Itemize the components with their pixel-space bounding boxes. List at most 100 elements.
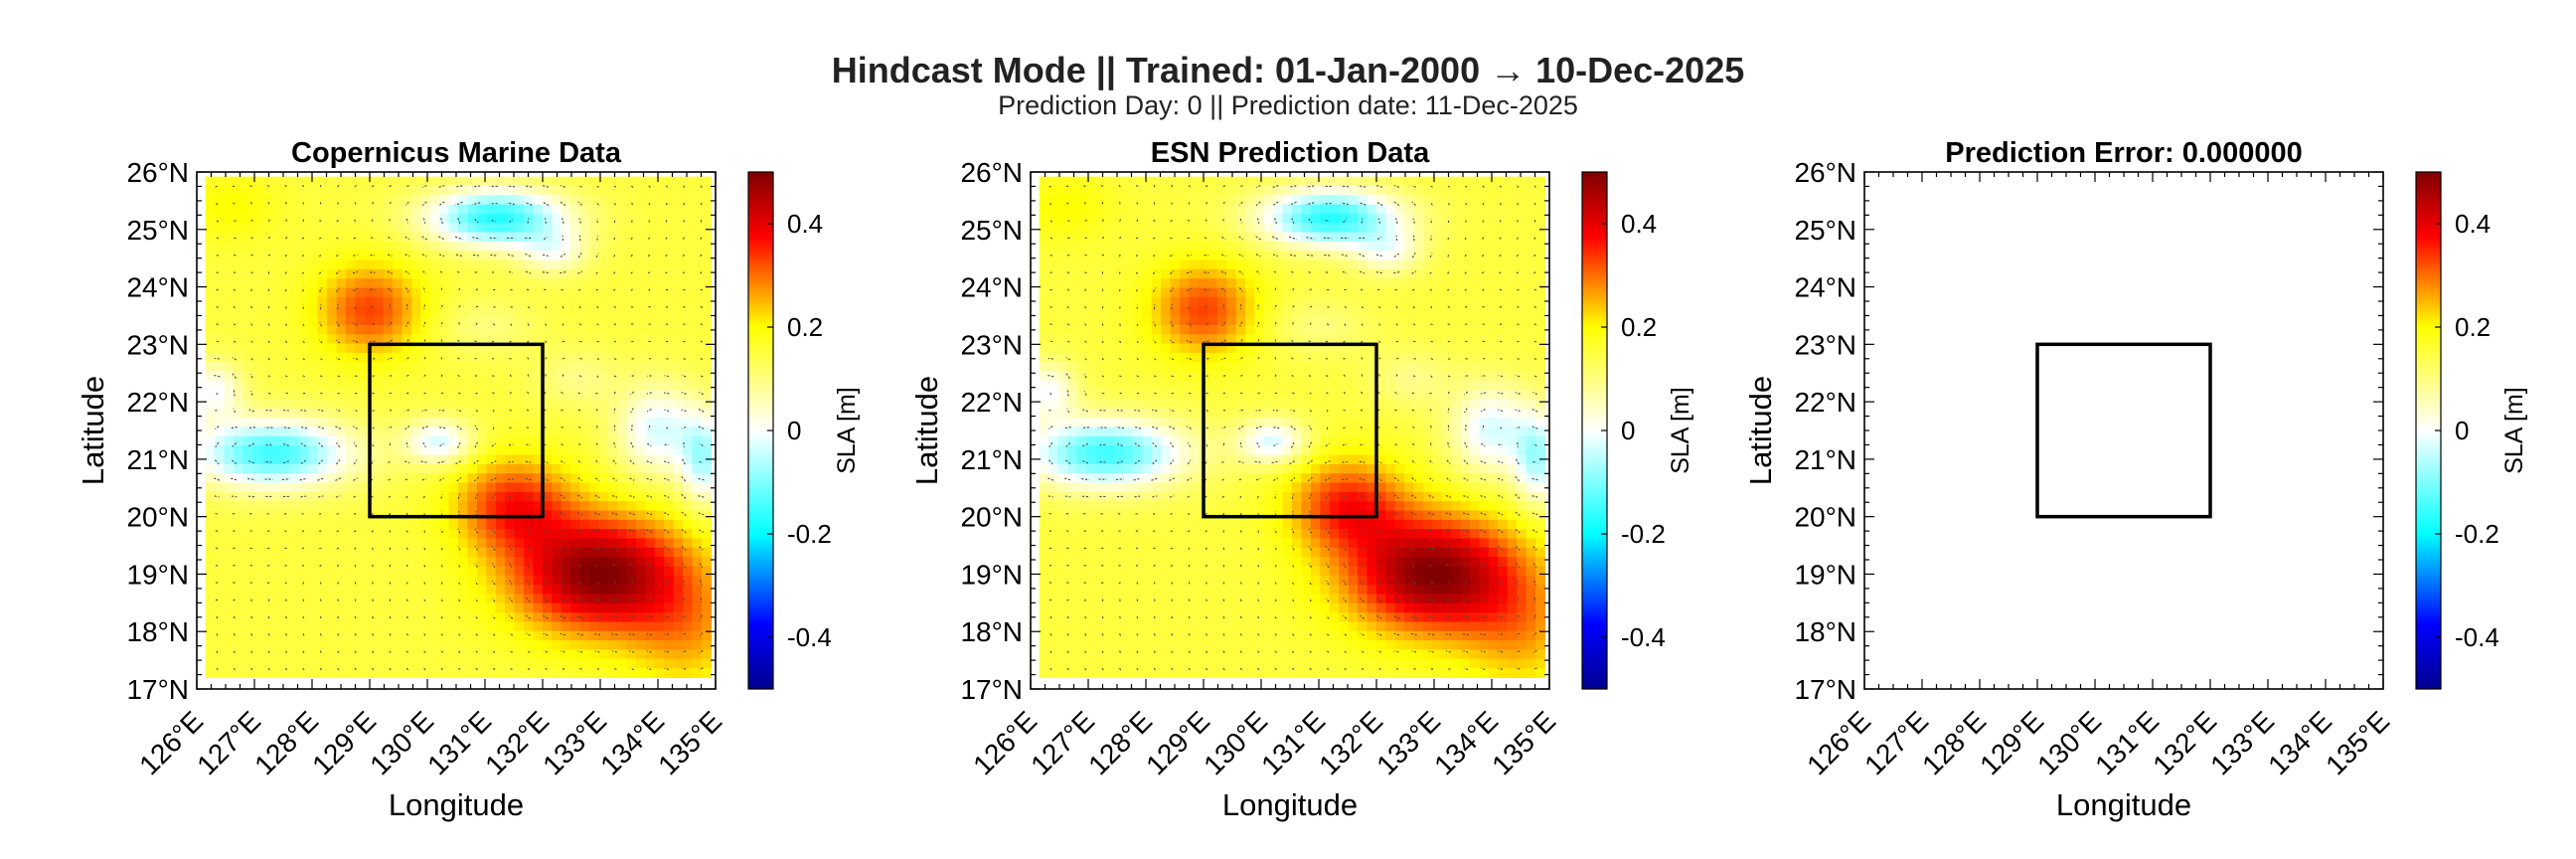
sla-cell [410,371,421,382]
sla-cell [533,232,544,243]
sla-cell [673,510,684,521]
sla-cell [1132,296,1143,307]
sla-cell [1208,408,1218,419]
sla-cell [654,445,665,456]
sla-cell [598,418,609,429]
sla-cell [1057,427,1068,437]
sla-cell [251,185,262,196]
sla-cell [701,352,712,363]
sla-cell [402,585,412,596]
current-vector [664,357,669,360]
sla-cell [393,380,403,391]
current-vector [491,271,496,274]
sla-cell [701,612,712,623]
sla-cell [486,445,497,456]
current-vector [421,236,427,241]
sla-cell [692,501,703,512]
sla-cell [289,408,300,419]
sla-cell [458,575,469,586]
current-vector [371,667,375,671]
sla-cell [1132,538,1143,549]
sla-cell [1039,630,1049,641]
sla-cell [308,557,319,568]
sla-cell [1095,529,1106,540]
current-vector [302,598,305,601]
current-vector [682,563,686,569]
sla-cell [664,278,675,289]
current-vector [509,529,514,534]
sla-cell [317,408,328,419]
sla-cell [261,529,272,540]
sla-cell [345,408,357,419]
sla-cell [1142,241,1153,252]
sla-cell [336,473,347,484]
current-vector [648,425,651,430]
sla-cell [420,602,431,613]
sla-cell [1198,306,1208,317]
sla-cell [327,176,338,187]
current-vector [474,409,479,413]
current-vector [422,494,426,499]
sla-cell [205,538,216,549]
sla-cell [420,621,431,632]
sla-cell [495,454,506,465]
sla-cell [251,371,262,382]
sla-cell [410,268,421,279]
sla-cell [402,287,412,298]
sla-cell [486,418,497,429]
sla-cell [327,427,338,437]
sla-cell [317,343,328,354]
sla-cell [308,408,319,419]
sla-cell [383,278,394,289]
sla-cell [514,668,525,679]
sla-cell [692,352,703,363]
sla-cell [1066,575,1077,586]
sla-cell [1104,408,1115,419]
sla-cell [598,519,609,530]
sla-cell [308,259,319,270]
sla-cell [533,204,544,215]
sla-cell [476,640,487,651]
sla-cell [280,213,291,224]
sla-cell [645,585,656,596]
sla-cell [1104,491,1115,502]
sla-cell [654,473,665,484]
sla-cell [420,649,431,660]
sla-cell [251,630,262,641]
sla-cell [1048,399,1059,410]
current-vector [440,494,443,499]
sla-cell [345,296,357,307]
sla-cell [1095,176,1106,187]
current-vector [354,615,357,619]
sla-cell [1132,658,1143,669]
sla-cell [1039,352,1049,363]
sla-cell [317,445,328,456]
current-vector [699,374,704,378]
sla-cell [1132,445,1143,456]
sla-cell [336,658,347,669]
sla-cell [1114,658,1125,669]
sla-cell [467,306,478,317]
sla-cell [701,491,712,502]
sla-cell [1216,334,1227,345]
colorbar-tick-label: 0.2 [787,312,823,342]
sla-cell [336,287,347,298]
sla-cell [280,602,291,613]
sla-cell [645,621,656,632]
sla-cell [598,232,609,243]
sla-cell [251,585,262,596]
sla-cell [393,668,403,679]
sla-cell [1039,296,1049,307]
sla-cell [476,482,487,493]
sla-cell [1085,278,1096,289]
sla-cell [1076,445,1087,456]
sla-cell [542,612,553,623]
sla-cell [588,621,599,632]
sla-cell [1161,529,1172,540]
sla-cell [355,371,366,382]
sla-cell [552,334,563,345]
sla-cell [374,278,385,289]
sla-cell [626,287,637,298]
sla-cell [1161,418,1172,429]
sla-cell [261,334,272,345]
